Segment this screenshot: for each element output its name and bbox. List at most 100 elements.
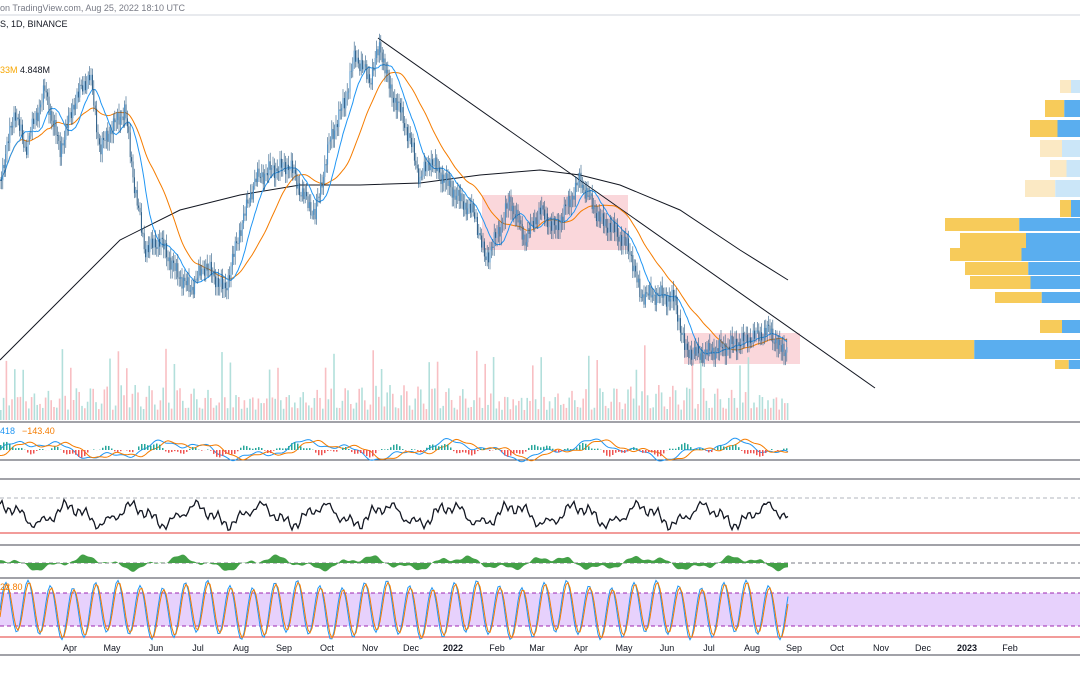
macd-hist — [36, 450, 38, 451]
macd-hist — [705, 450, 707, 451]
volume-bar — [2, 397, 5, 420]
volume-bar — [50, 400, 52, 420]
candle-body — [324, 164, 326, 177]
volume-bar — [744, 392, 747, 420]
volume-bar — [747, 357, 750, 420]
candle-body — [667, 295, 669, 307]
profile-up — [1055, 360, 1069, 369]
candle-body — [317, 196, 319, 201]
macd-hist — [231, 450, 233, 455]
candle-body — [453, 189, 455, 198]
volume-bar — [322, 408, 324, 420]
macd-hist — [468, 450, 470, 455]
macd-hist — [441, 445, 443, 450]
volume-bar — [72, 400, 75, 420]
candle-body — [149, 242, 151, 253]
macd-hist — [147, 445, 149, 450]
volume-bar — [434, 388, 436, 420]
volume-bar — [170, 408, 173, 420]
macd-hist — [162, 448, 164, 450]
candle-body — [170, 257, 172, 270]
candle-body — [587, 187, 589, 197]
candle-body — [97, 132, 99, 139]
candle-body — [374, 58, 376, 71]
volume-bar — [221, 352, 223, 420]
macd-hist — [9, 444, 11, 450]
candle-body — [766, 324, 768, 336]
candle-body — [334, 130, 336, 139]
candle-body — [362, 60, 364, 70]
volume-bar — [786, 403, 789, 420]
candle-body — [441, 174, 443, 184]
candle-body — [313, 208, 315, 215]
candle-body — [126, 118, 128, 127]
volume-bar — [33, 393, 36, 420]
candle-body — [616, 225, 618, 237]
macd-hist — [348, 448, 350, 450]
candle-body — [713, 347, 715, 360]
candle-body — [371, 67, 373, 85]
volume-bar — [677, 404, 680, 420]
volume-bar — [560, 404, 562, 420]
candle-body — [296, 173, 298, 189]
candle-body — [69, 112, 71, 116]
candle-body — [223, 282, 225, 289]
candle-body — [670, 299, 672, 302]
macd-hist — [783, 448, 785, 450]
candle-body — [756, 330, 758, 332]
volume-bar — [254, 409, 257, 420]
volume-bar — [669, 396, 671, 420]
candle-body — [370, 82, 372, 85]
volume-bar — [280, 400, 282, 420]
candle-body — [562, 216, 564, 222]
candle-body — [499, 227, 501, 237]
macd-hist — [696, 449, 698, 450]
candle-body — [450, 180, 452, 188]
candle-body — [173, 260, 175, 263]
candle-body — [26, 146, 28, 155]
macd-hist — [693, 449, 695, 450]
volume-bar — [574, 400, 576, 420]
macd-hist — [240, 447, 242, 450]
macd-hist — [246, 446, 248, 450]
macd-hist — [393, 444, 395, 450]
volume-bar — [145, 396, 148, 420]
profile-down — [1057, 120, 1080, 137]
candle-body — [293, 169, 295, 174]
volume-bar — [725, 408, 727, 420]
candle-body — [383, 58, 385, 63]
candle-body — [552, 219, 554, 231]
candle-body — [629, 251, 631, 255]
volume-bar — [655, 393, 657, 420]
profile-up — [960, 233, 1026, 248]
volume-bar — [378, 396, 380, 420]
volume-bar — [25, 401, 27, 420]
candle-body — [691, 349, 693, 360]
candle-body — [745, 334, 747, 336]
candle-body — [206, 263, 208, 271]
macd-hist — [216, 450, 218, 457]
candle-body — [623, 236, 625, 238]
candle-body — [481, 235, 483, 248]
candle-body — [671, 289, 673, 300]
candle-body — [230, 266, 232, 279]
volume-bar — [316, 389, 318, 420]
candle-body — [300, 195, 302, 197]
candle-body — [240, 230, 242, 236]
candle-body — [100, 144, 102, 155]
volume-bar — [473, 400, 475, 420]
candle-body — [558, 219, 560, 231]
candle-body — [439, 167, 441, 173]
candle-body — [479, 232, 481, 236]
ma-20 — [0, 63, 788, 355]
volume-bar — [557, 393, 559, 420]
candle-body — [28, 135, 30, 142]
volume-bar — [495, 408, 498, 420]
macd-hist — [621, 450, 623, 453]
candle-body — [376, 49, 378, 59]
candle-body — [660, 285, 662, 296]
candle-body — [276, 168, 278, 171]
candle-body — [338, 109, 340, 128]
candle-body — [566, 205, 568, 207]
macd-hist — [153, 444, 155, 450]
